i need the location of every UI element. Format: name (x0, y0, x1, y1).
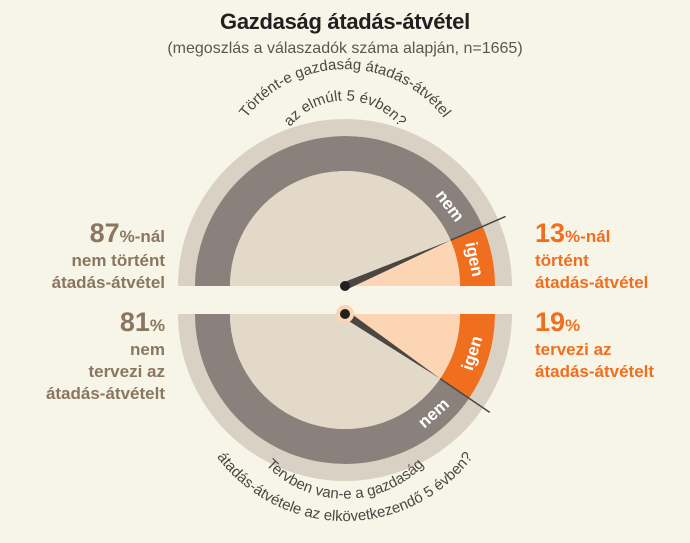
top-left-pct: 87 (89, 218, 120, 248)
top-needle-hub (340, 281, 350, 291)
top-inner-no (230, 171, 451, 286)
top-left-label: 87%-nál nem történt átadás-átvétel (51, 220, 166, 294)
top-outer-band (178, 119, 512, 286)
bottom-half-chart: nem igen Tervben van-e a gazdaság átadás… (178, 305, 512, 525)
top-needle (343, 240, 451, 290)
bottom-needle (342, 310, 441, 379)
bottom-right-line2: tervezi az (535, 340, 612, 359)
bottom-left-line2: nem (130, 340, 165, 359)
top-right-label: 13%-nál történt átadás-átvétel (535, 220, 649, 294)
bottom-right-line3: átadás-átvételt (535, 362, 655, 381)
chart-title: Gazdaság átadás-átvétel (220, 9, 470, 34)
top-right-unit: %-nál (565, 227, 611, 246)
top-ring-yes (450, 226, 495, 286)
bottom-right-label: 19% tervezi az átadás-átvételt (535, 309, 655, 383)
top-right-pct: 13 (535, 218, 566, 248)
bottom-left-unit: % (149, 316, 165, 335)
top-half-chart: nem igen Történt-e gazdaság átadás-átvét… (178, 56, 512, 291)
bottom-ring-yes (440, 314, 495, 399)
bottom-right-unit: % (565, 316, 581, 335)
bottom-left-line3: tervezi az (88, 362, 165, 381)
top-left-line2: nem történt (71, 251, 166, 270)
top-ring-no (195, 135, 483, 286)
bottom-left-line4: átadás-átvételt (45, 384, 165, 403)
bottom-inner-no (230, 314, 441, 429)
top-left-line3: átadás-átvétel (51, 273, 165, 292)
top-right-line3: átadás-átvétel (535, 273, 649, 292)
bottom-ring-no (195, 314, 470, 464)
bottom-left-label: 81% nem tervezi az átadás-átvételt (45, 309, 165, 405)
bottom-right-pct: 19 (535, 307, 566, 337)
top-left-unit: %-nál (119, 227, 165, 246)
top-divider-line (450, 215, 506, 242)
bottom-divider-line (439, 378, 491, 413)
bottom-needle-hub (340, 309, 350, 319)
bottom-left-pct: 81 (119, 307, 150, 337)
chart-subtitle: (megoszlás a válaszadók száma alapján, n… (167, 40, 523, 57)
bottom-outer-band (178, 314, 512, 481)
top-right-line2: történt (535, 251, 589, 270)
